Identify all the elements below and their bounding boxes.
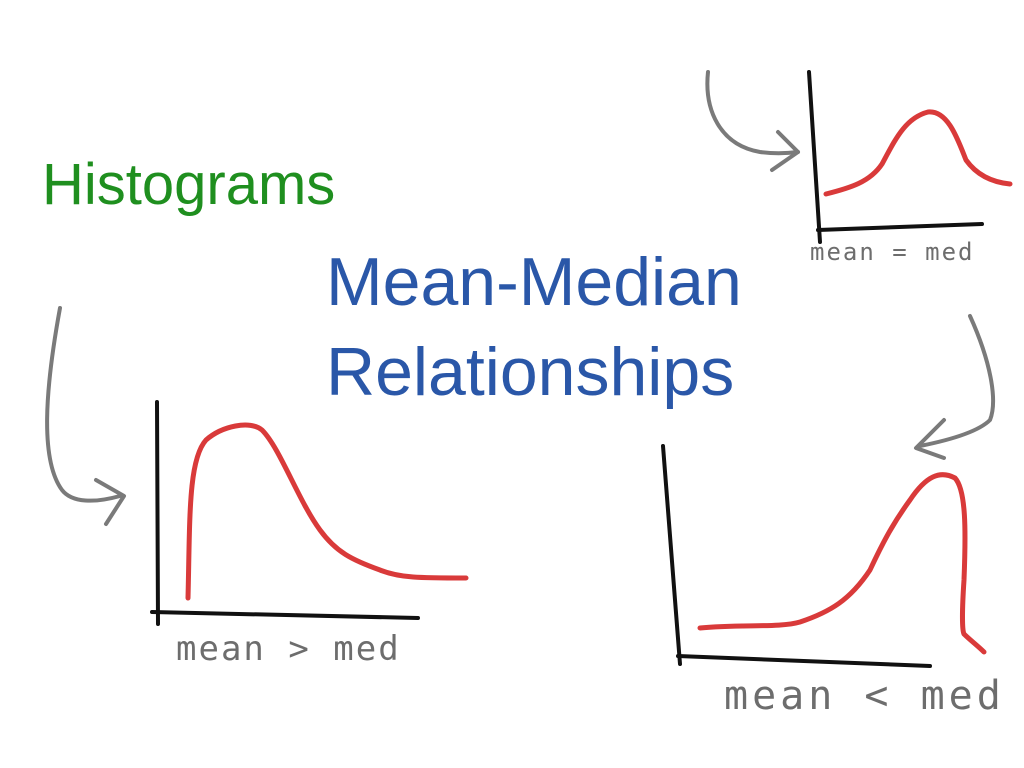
arrow-head-right: [914, 418, 946, 460]
subtitle-line-1: Mean-Median: [326, 244, 742, 320]
x-axis: [676, 654, 932, 668]
x-axis: [816, 222, 984, 232]
main-title: Histograms: [42, 152, 336, 217]
label-right-skewed: mean > med: [176, 629, 401, 669]
histogram-right-skewed: [150, 400, 469, 626]
distribution-curve: [697, 472, 987, 655]
arrow-to-symmetric: [705, 70, 800, 156]
y-axis: [661, 444, 682, 666]
y-axis: [807, 70, 822, 244]
y-axis: [155, 400, 160, 626]
x-axis: [150, 610, 420, 620]
arrow-to-left-skewed: [918, 314, 996, 448]
flow-arrows: [45, 70, 996, 526]
arrow-to-right-skewed: [45, 306, 122, 503]
histogram-symmetric: [807, 70, 1013, 244]
arrow-head-top: [770, 130, 800, 172]
histogram-left-skewed: [661, 444, 987, 668]
label-left-skewed: mean < med: [724, 673, 1005, 719]
arrow-head-left: [94, 478, 126, 526]
distribution-curve: [823, 109, 1013, 197]
distribution-curve: [185, 422, 469, 601]
label-symmetric: mean = med: [810, 238, 975, 266]
subtitle-line-2: Relationships: [326, 334, 735, 410]
